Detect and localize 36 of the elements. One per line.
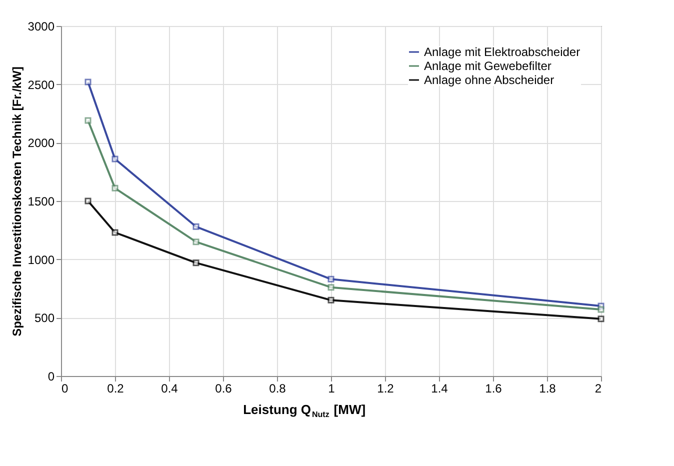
point xyxy=(192,238,200,246)
x-tick-label: 2 xyxy=(594,382,602,396)
x-tick-label: 1 xyxy=(328,382,336,396)
legend-label: Anlage ohne Abscheider xyxy=(424,73,554,87)
point xyxy=(328,284,334,291)
y-tick-label: 500 xyxy=(34,311,55,326)
point xyxy=(112,184,118,192)
point xyxy=(598,306,604,313)
legend-label: Anlage mit Gewebefilter xyxy=(424,59,552,73)
x-tick-label: 1.6 xyxy=(485,382,502,396)
x-tick-label: 0.2 xyxy=(107,382,124,396)
point xyxy=(328,296,334,304)
x-tick-label: 1.4 xyxy=(431,382,448,396)
y-tick-label: 2500 xyxy=(28,78,55,92)
point xyxy=(192,223,200,230)
x-tick-label: 0 xyxy=(62,382,68,396)
point xyxy=(598,316,604,322)
x-tick-label: 0.4 xyxy=(161,382,178,396)
y-tick-label: 0 xyxy=(48,370,55,384)
y-tick-label: 3000 xyxy=(28,20,55,34)
y-tick-label: 1000 xyxy=(28,252,55,267)
x-tick-label: 1.2 xyxy=(377,382,394,396)
y-axis-title: Spezifische Investitionskosten Technik [Fr./kW] xyxy=(10,66,24,336)
y-tick-label: 1500 xyxy=(28,194,55,208)
y-tick-label: 2000 xyxy=(28,136,55,150)
x-tick-label: 0.8 xyxy=(269,382,286,396)
legend-label: Anlage mit Elektroabscheider xyxy=(424,45,580,59)
point xyxy=(328,276,334,282)
point xyxy=(112,229,118,236)
point xyxy=(84,198,92,204)
point xyxy=(84,78,92,86)
point xyxy=(112,156,118,162)
point xyxy=(192,260,200,266)
point xyxy=(84,117,92,124)
x-tick-label: 1.8 xyxy=(539,382,556,396)
x-tick-label: 0.6 xyxy=(215,382,232,396)
